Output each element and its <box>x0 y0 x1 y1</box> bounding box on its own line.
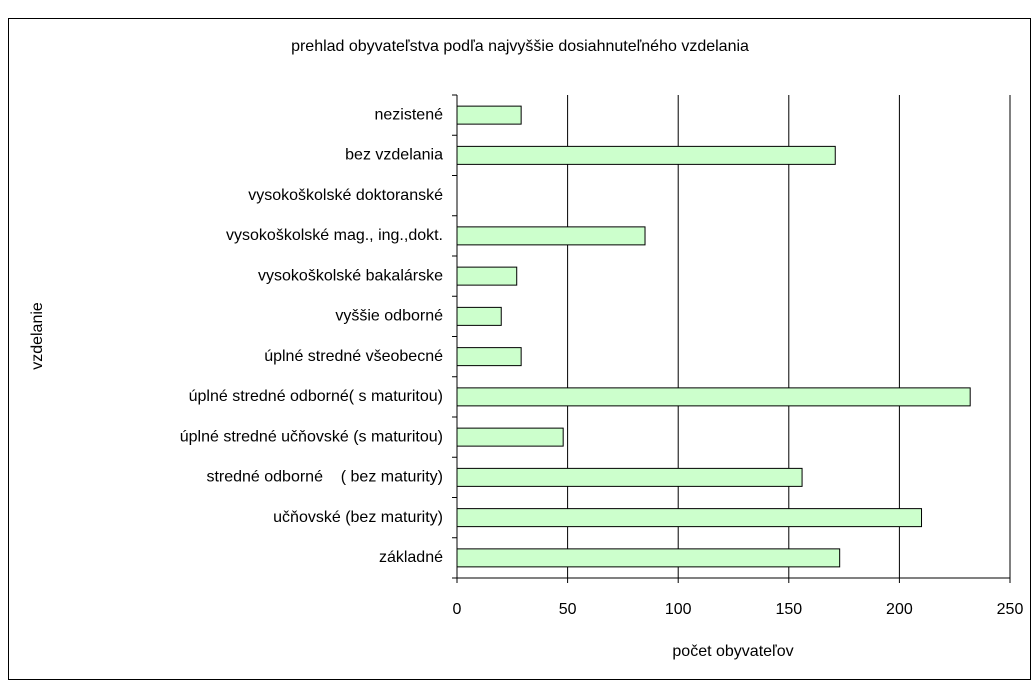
bar <box>456 306 502 326</box>
y-tick-label: stredné odborné ( bez maturity) <box>206 469 443 486</box>
bar <box>456 387 971 407</box>
y-tick-label: vysokoškolské bakalárske <box>258 267 443 284</box>
x-tick-label: 250 <box>997 601 1024 618</box>
chart-title: prehlad obyvateľstva podľa najvyššie dos… <box>291 38 749 55</box>
x-tick-label: 150 <box>775 601 802 618</box>
bar <box>456 548 841 568</box>
bar <box>456 508 923 528</box>
x-tick-label: 0 <box>453 601 462 618</box>
bar <box>456 467 803 487</box>
bar <box>456 105 522 125</box>
y-tick-label: nezistené <box>375 106 444 123</box>
bar <box>456 145 836 165</box>
bar <box>456 347 522 367</box>
x-axis-label: počet obyvateľov <box>672 643 793 660</box>
y-tick-label: vysokoškolské doktoranské <box>248 187 443 204</box>
x-tick-label: 100 <box>665 601 692 618</box>
x-tick-label: 50 <box>559 601 577 618</box>
y-tick-label: úplné stredné učňovské (s maturitou) <box>180 428 443 445</box>
y-tick-label: úplné stredné všeobecné <box>264 348 443 365</box>
y-tick-label: základné <box>379 549 443 566</box>
y-axis-label: vzdelanie <box>29 302 46 370</box>
bar <box>456 427 564 447</box>
bar <box>456 226 646 246</box>
y-tick-label: úplné stredné odborné( s maturitou) <box>189 388 443 405</box>
y-tick-label: bez vzdelania <box>345 147 443 164</box>
y-tick-label: vysokoškolské mag., ing.,dokt. <box>226 227 443 244</box>
x-tick-label: 200 <box>886 601 913 618</box>
bar <box>456 266 518 286</box>
y-tick-label: učňovské (bez maturity) <box>273 509 443 526</box>
y-tick-label: vyššie odborné <box>335 308 443 325</box>
